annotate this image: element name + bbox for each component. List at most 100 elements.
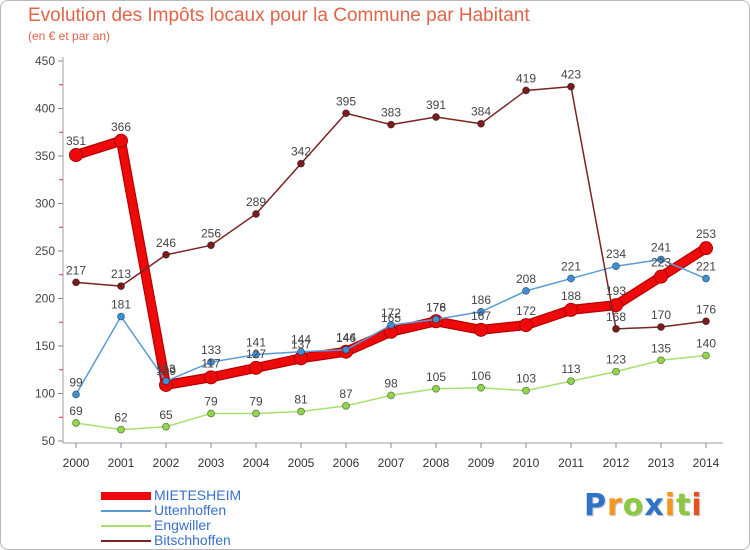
data-label: 391	[426, 98, 446, 112]
data-label: 221	[696, 260, 716, 274]
legend-swatch	[101, 539, 151, 542]
data-label: 217	[66, 263, 86, 277]
data-point	[657, 323, 665, 331]
data-label: 62	[114, 411, 128, 425]
legend: MIETESHEIM Uttenhoffen Engwiller Bitschh…	[101, 488, 241, 548]
data-point	[387, 120, 395, 129]
data-label: 213	[111, 267, 131, 281]
data-label: 127	[246, 347, 266, 361]
data-point	[567, 274, 575, 283]
data-point	[387, 321, 395, 330]
data-label: 99	[69, 375, 83, 389]
logo-letter: r	[607, 488, 623, 523]
x-tick-label: 2012	[603, 456, 630, 470]
chart-title: Evolution des Impôts locaux pour la Comm…	[28, 5, 530, 26]
y-tick-label: 100	[35, 387, 55, 401]
data-point	[702, 317, 710, 326]
data-point	[474, 322, 488, 337]
x-tick-label: 2009	[468, 456, 495, 470]
data-label: 167	[471, 309, 491, 323]
legend-swatch	[101, 524, 151, 527]
data-point	[477, 307, 485, 316]
x-tick-label: 2005	[288, 456, 315, 470]
data-label: 188	[561, 289, 581, 303]
data-label: 144	[336, 331, 356, 345]
data-label: 419	[516, 71, 536, 85]
data-point	[117, 282, 125, 291]
data-point	[297, 407, 305, 416]
logo-letter: i	[664, 488, 677, 523]
data-label: 98	[384, 376, 398, 390]
data-point	[702, 274, 710, 283]
axes: 50 100 150 200 250 300 350 400 450 2000 2001 2002 20…	[35, 54, 723, 470]
data-label: 113	[156, 362, 175, 376]
data-point	[432, 384, 440, 393]
data-point	[432, 113, 440, 121]
data-label: 103	[516, 372, 536, 386]
data-point	[252, 210, 260, 218]
data-label: 253	[696, 227, 716, 241]
logo-letter: x	[644, 488, 665, 523]
data-label: 395	[336, 94, 356, 108]
y-tick-label: 400	[35, 102, 55, 116]
data-label: 193	[606, 284, 626, 298]
legend-swatch	[101, 509, 151, 512]
data-point	[342, 401, 350, 410]
data-label: 289	[246, 195, 266, 209]
data-point	[522, 86, 530, 95]
data-label: 223	[651, 256, 671, 270]
x-tick-label: 2001	[108, 456, 135, 470]
data-point	[564, 302, 578, 317]
data-point	[114, 133, 128, 148]
data-label: 144	[291, 333, 311, 347]
data-label: 246	[156, 236, 176, 250]
data-label: 170	[651, 308, 671, 322]
data-point	[207, 358, 215, 367]
x-tick-label: 2006	[333, 456, 360, 470]
data-point	[252, 409, 260, 418]
data-label: 423	[561, 68, 581, 82]
y-tick-label: 200	[35, 292, 55, 306]
data-label: 221	[561, 260, 581, 274]
data-point	[72, 278, 80, 287]
data-point	[657, 255, 665, 264]
data-label: 117	[201, 356, 220, 370]
data-label: 384	[471, 105, 491, 119]
data-point	[567, 82, 575, 91]
data-point	[612, 324, 620, 333]
data-point	[567, 377, 575, 386]
x-tick-label: 2014	[693, 456, 720, 470]
data-label: 65	[159, 408, 173, 422]
data-point	[72, 419, 80, 427]
series-mietesheim	[69, 133, 713, 392]
data-label: 186	[471, 293, 491, 307]
x-tick-label: 2004	[243, 456, 270, 470]
data-label: 172	[516, 304, 536, 318]
logo-letter: o	[622, 488, 645, 523]
data-label: 165	[381, 311, 401, 325]
x-tick-label: 2011	[558, 456, 584, 470]
data-point	[477, 383, 485, 392]
legend-label: MIETESHEIM	[154, 487, 242, 503]
data-point	[699, 241, 713, 256]
data-point	[612, 262, 620, 271]
data-label: 137	[291, 337, 311, 351]
data-label: 106	[471, 369, 491, 383]
data-label: 133	[201, 343, 221, 357]
data-label: 234	[606, 247, 626, 261]
data-point	[432, 315, 440, 324]
data-label: 351	[66, 134, 86, 148]
data-label: 172	[381, 306, 401, 320]
y-tick-label: 300	[35, 197, 55, 211]
data-point	[72, 390, 80, 399]
series-uttenhoffen	[72, 255, 710, 399]
logo-letter: t	[676, 488, 692, 523]
data-label: 208	[516, 272, 536, 286]
series-group	[69, 82, 713, 434]
data-point	[204, 370, 218, 385]
proxiti-logo: Proxiti	[584, 488, 703, 524]
y-tick-label: 150	[35, 339, 55, 353]
data-label: 176	[696, 302, 716, 316]
